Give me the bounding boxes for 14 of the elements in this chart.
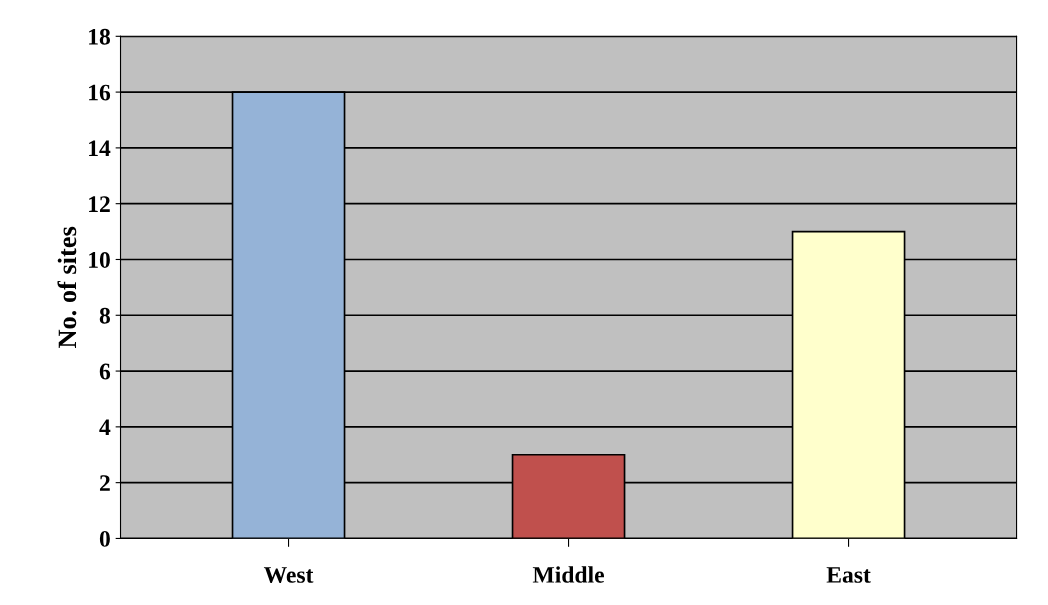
y-tick-label: 16 — [89, 84, 111, 101]
y-tick-label: 0 — [99, 530, 110, 547]
y-tick-label: 6 — [99, 363, 111, 380]
x-tick-label: West — [263, 567, 314, 583]
y-tick-label: 14 — [89, 140, 111, 157]
y-tick-label: 12 — [89, 196, 110, 212]
y-tick-label: 8 — [99, 307, 111, 324]
x-tick-label: East — [826, 567, 871, 583]
y-tick-label: 18 — [89, 28, 111, 45]
x-tick-label: Middle — [532, 566, 604, 583]
y-axis-title: No. of sites — [57, 226, 77, 349]
y-tick-label: 4 — [99, 419, 111, 436]
y-tick-label: 2 — [99, 475, 110, 491]
y-tick-label: 10 — [89, 251, 110, 268]
